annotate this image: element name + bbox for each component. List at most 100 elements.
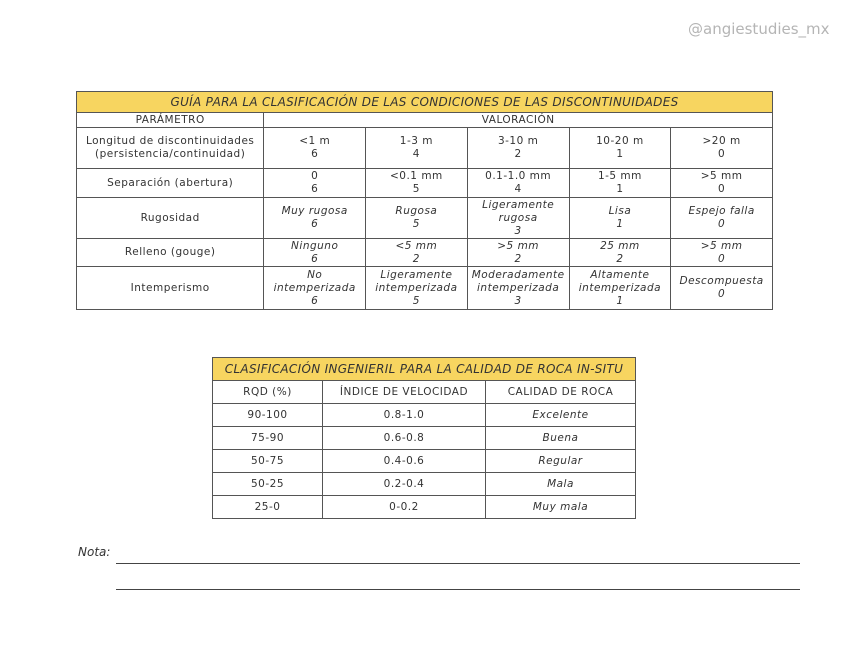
rating-text: >5 mm (700, 170, 743, 182)
rating-text: 4 (412, 148, 420, 160)
table-row: 75-90 0.6-0.8 Buena (212, 426, 636, 450)
rating-cell: >5 mm 0 (670, 168, 773, 198)
rating-text: Moderadamente (471, 268, 565, 281)
rating-cell: No intemperizada 6 (263, 266, 367, 310)
rating-text: No (307, 268, 323, 281)
nota-line-2[interactable] (116, 589, 800, 590)
rating-cell: Descompuesta 0 (670, 266, 773, 310)
rating-text: 1 (616, 294, 624, 307)
rating-text: Espejo falla (688, 205, 755, 217)
quality-cell: 75-90 (212, 426, 323, 450)
table-row: 90-100 0.8-1.0 Excelente (212, 403, 636, 427)
rating-text: Ligeramente (482, 198, 555, 211)
table-row: Longitud de discontinuidades (persistenci… (75, 127, 773, 169)
rating-text: 5 (412, 183, 420, 195)
rating-text: 1 (616, 218, 624, 230)
quality-cell: 0.4-0.6 (322, 449, 486, 473)
rating-text: 1 (616, 183, 624, 195)
rating-cell: Ligeramente rugosa 3 (466, 197, 570, 239)
rating-cell: Ligeramente intemperizada 5 (365, 266, 468, 310)
rating-text: <0.1 mm (389, 170, 443, 182)
rating-text: intemperizada (477, 281, 560, 294)
table1-title: GUÍA PARA LA CLASIFICACIÓN DE LAS CONDIC… (76, 91, 773, 113)
param-cell: Longitud de discontinuidades (persistenci… (75, 127, 265, 169)
quality-cell: 0-0.2 (322, 495, 486, 519)
rating-text: <1 m (299, 135, 331, 147)
rating-cell: Lisa 1 (568, 197, 672, 239)
rating-text: Rugosa (395, 205, 438, 217)
watermark: @angiestudies_mx (688, 20, 830, 38)
rating-text: Descompuesta (679, 275, 764, 287)
rating-text: 0.1-1.0 mm (485, 170, 552, 182)
param-text: Relleno (gouge) (124, 246, 216, 258)
param-cell: Intemperismo (75, 266, 265, 310)
param-cell: Separación (abertura) (75, 168, 265, 198)
rating-text: 10-20 m (596, 135, 644, 147)
rating-text: 3 (514, 224, 522, 237)
param-cell: Rugosidad (75, 197, 265, 239)
header-indice: ÍNDICE DE VELOCIDAD (322, 380, 486, 404)
param-text: Intemperismo (130, 281, 210, 294)
table2-title: CLASIFICACIÓN INGENIERIL PARA LA CALIDAD… (212, 357, 636, 381)
rating-text: Altamente (590, 268, 650, 281)
rating-text: intemperizada (578, 281, 662, 294)
quality-cell: 25-0 (212, 495, 323, 519)
quality-cell: 0.2-0.4 (322, 472, 486, 496)
rating-text: 5 (412, 294, 420, 307)
rock-quality-table: CLASIFICACIÓN INGENIERIL PARA LA CALIDAD… (212, 357, 636, 519)
table-row: Rugosidad Muy rugosa 6 Rugosa 5 Ligeramente ru… (75, 197, 773, 239)
rating-text: 3-10 m (497, 135, 539, 147)
table-row: 25-0 0-0.2 Muy mala (212, 495, 636, 519)
quality-cell: Buena (485, 426, 636, 450)
rating-text: Ligeramente (380, 268, 453, 281)
rating-text: intemperizada (273, 281, 356, 294)
table-row: Relleno (gouge) Ninguno 6 <5 mm 2 >5 mm 2 25 mm… (75, 238, 773, 267)
rating-cell: Ninguno 6 (263, 238, 367, 267)
rating-cell: <5 mm 2 (365, 238, 468, 267)
rating-text: 1 (616, 148, 624, 160)
rating-text: 3 (514, 294, 522, 307)
rating-cell: Espejo falla 0 (670, 197, 773, 239)
table-row: Intemperismo No intemperizada 6 Ligeramente i… (75, 266, 773, 310)
param-text: Longitud de discontinuidades (85, 135, 255, 147)
rating-cell: 0.1-1.0 mm 4 (466, 168, 570, 198)
quality-cell: 50-25 (212, 472, 323, 496)
table-row: 50-75 0.4-0.6 Regular (212, 449, 636, 473)
rating-text: <5 mm (395, 239, 438, 252)
rating-cell: >5 mm 0 (670, 238, 773, 267)
param-text: Separación (abertura) (107, 176, 234, 189)
rating-text: 1-3 m (399, 135, 433, 147)
rating-text: 4 (514, 183, 522, 195)
rating-text: 6 (311, 294, 319, 307)
quality-cell: Mala (485, 472, 636, 496)
rating-text: 0 (718, 183, 726, 195)
rating-text: 2 (514, 148, 522, 160)
rating-cell: Muy rugosa 6 (263, 197, 367, 239)
quality-cell: Muy mala (485, 495, 636, 519)
rating-cell: 25 mm 2 (568, 238, 672, 267)
rating-text: 0 (718, 148, 726, 160)
rating-text: Ninguno (291, 239, 339, 252)
rating-text: 2 (514, 252, 522, 265)
rating-text: 6 (311, 148, 319, 160)
table-row: 50-25 0.2-0.4 Mala (212, 472, 636, 496)
rating-text: >5 mm (497, 239, 540, 252)
discontinuity-classification-table: GUÍA PARA LA CLASIFICACIÓN DE LAS CONDIC… (75, 91, 773, 310)
rating-text: 25 mm (600, 239, 640, 252)
rating-cell: <0.1 mm 5 (365, 168, 468, 198)
rating-text: intemperizada (375, 281, 458, 294)
rating-text: 0 (718, 252, 726, 265)
quality-cell: 50-75 (212, 449, 323, 473)
rating-text: 6 (311, 218, 319, 230)
rating-text: >20 m (702, 135, 741, 147)
quality-cell: 90-100 (212, 403, 323, 427)
param-cell: Relleno (gouge) (75, 238, 265, 267)
header-valoracion: VALORACIÓN (263, 112, 773, 128)
quality-cell: 0.6-0.8 (322, 426, 486, 450)
rating-text: Muy rugosa (281, 205, 348, 217)
nota-line-1[interactable] (116, 563, 800, 564)
param-text: (persistencia/continuidad) (95, 148, 246, 160)
